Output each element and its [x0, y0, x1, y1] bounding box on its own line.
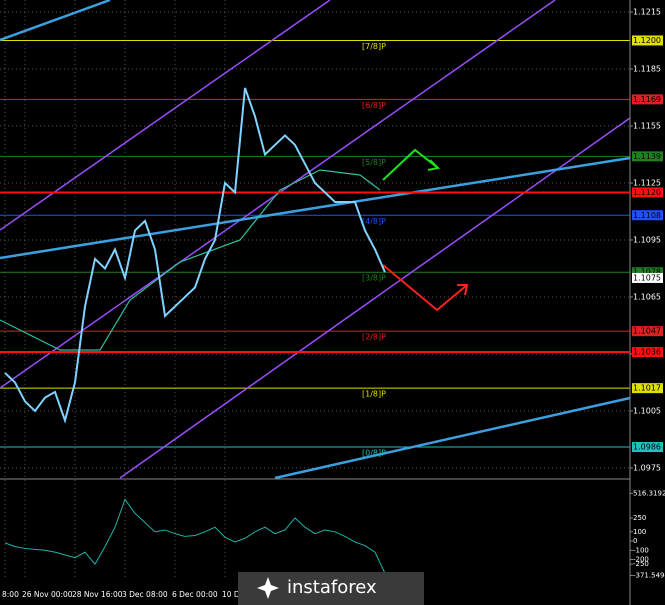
y-tick-label: 1.1185 — [633, 64, 661, 73]
y-tick-label: 1.1155 — [633, 121, 661, 130]
price-label-box — [632, 326, 663, 337]
price-label: 1.1036 — [633, 348, 661, 357]
indicator-tick-label: 100 — [633, 528, 646, 536]
indicator-tick-label: -100 — [633, 546, 649, 554]
indicator-tick-label: 250 — [633, 514, 646, 522]
x-tick-label: 10 De — [222, 590, 245, 599]
price-label-box — [632, 187, 663, 198]
price-label: 1.0986 — [633, 443, 661, 452]
murray-label: [7/8]P — [362, 42, 386, 51]
arrow-down — [382, 264, 468, 312]
price-label-box — [632, 442, 663, 453]
indicator-tick-label: -371.5494 — [633, 571, 665, 579]
x-tick-label: 28 Nov 16:00 — [72, 590, 123, 599]
murray-label: [0/8]P — [362, 449, 386, 458]
y-tick-label: 1.1005 — [633, 406, 661, 415]
x-tick-label: 26 Nov 00:00 — [22, 590, 73, 599]
arrow-head — [427, 159, 441, 171]
price-label-box — [632, 210, 663, 221]
trend-line — [274, 396, 631, 480]
price-label-box — [632, 267, 663, 278]
price-label-box — [632, 35, 663, 46]
indicator-tick-label: 0 — [633, 537, 637, 545]
price-label-box — [632, 347, 663, 358]
y-tick-label: 1.0975 — [633, 463, 661, 472]
murray-label: [1/8]P — [362, 390, 386, 399]
x-tick-label: 8:00 — [2, 590, 19, 599]
price-line — [4, 87, 386, 424]
indicator-tick-label: -250 — [633, 560, 649, 568]
y-tick-label: 1.1215 — [633, 7, 661, 16]
logo-star — [257, 577, 279, 599]
logo-text: instaforex — [287, 577, 377, 598]
price-label: 1.1139 — [633, 152, 661, 161]
trend-line — [0, 0, 111, 42]
channel-line — [119, 117, 631, 479]
price-label: 1.1017 — [633, 384, 661, 393]
murray-label: [2/8]P — [362, 333, 386, 342]
x-tick-label: 3 Dec 08:00 — [122, 590, 168, 599]
y-tick-label: 1.1125 — [633, 178, 661, 187]
last-price-label: 1.1075 — [633, 273, 661, 282]
arrow-up — [382, 148, 439, 181]
price-label: 1.1120 — [633, 188, 661, 197]
indicator-line — [4, 498, 386, 574]
price-label: 1.1078 — [633, 268, 661, 277]
logo-icon — [257, 577, 279, 599]
y-tick-label: 1.1065 — [633, 292, 661, 301]
murray-label: [3/8]P — [362, 274, 386, 283]
last-price-box — [632, 272, 663, 283]
price-label: 1.1169 — [633, 95, 661, 104]
price-label-box — [632, 94, 663, 105]
trend-line — [0, 156, 631, 260]
arrow-head — [457, 284, 469, 296]
indicator-tick-label: 516.3192 — [633, 489, 665, 497]
indicator-tick-label: -200 — [633, 556, 649, 564]
murray-label: [6/8]P — [362, 101, 386, 110]
price-label: 1.1108 — [633, 211, 661, 220]
price-label: 1.1200 — [633, 36, 661, 45]
price-label-box — [632, 151, 663, 162]
murray-label: [5/8]P — [362, 158, 386, 167]
price-label-box — [632, 383, 663, 394]
price-label: 1.1047 — [633, 327, 661, 336]
murray-label: [4/8]P — [362, 217, 386, 226]
logo: instaforex — [238, 572, 424, 605]
x-tick-label: 6 Dec 00:00 — [172, 590, 218, 599]
y-tick-label: 1.1095 — [633, 235, 661, 244]
